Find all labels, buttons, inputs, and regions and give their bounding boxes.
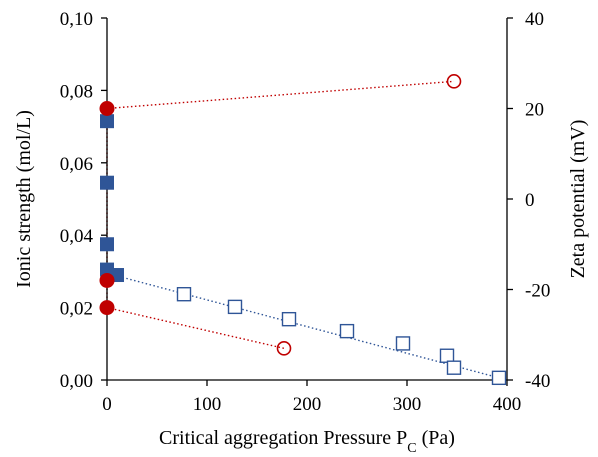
x-axis-title-subscript: C <box>407 441 416 456</box>
zeta-open-point <box>446 74 462 89</box>
y2-tick-label: 20 <box>525 100 544 121</box>
x-tick-label: 100 <box>193 394 222 415</box>
ionic-open-point <box>339 323 355 339</box>
y-axis-title: Ionic strength (mol/L) <box>13 110 35 288</box>
x-axis-title-main: Critical aggregation Pressure P <box>159 427 407 449</box>
ionic-open-point <box>281 311 297 327</box>
ionic-open-point <box>395 336 411 351</box>
ionic-filled-point <box>100 237 114 252</box>
ionic-filled-point <box>100 114 114 129</box>
ionic-open-point <box>491 370 507 386</box>
y-tick-label: 0,04 <box>60 226 94 247</box>
x-axis-title: Critical aggregation Pressure PC (Pa) <box>159 427 455 456</box>
trend-zeta-lower-line <box>106 306 285 350</box>
y-tick-label: 0,06 <box>60 154 93 175</box>
ionic-open-point <box>176 287 192 302</box>
ionic-filled-point <box>100 175 114 190</box>
y-tick-label: 0,02 <box>60 299 93 320</box>
x-tick-label: 0 <box>102 394 112 415</box>
trend-zeta-upper-line <box>106 80 455 110</box>
y2-tick-label: -40 <box>525 371 550 392</box>
tick-layer: 0 100 200 300 4000,000,020,040,060,080,10-40… <box>60 9 551 415</box>
trendline-layer <box>106 80 500 379</box>
ionic-open-point <box>227 299 243 315</box>
x-tick-label: 200 <box>293 394 322 415</box>
y-tick-label: 0,00 <box>60 371 93 392</box>
x-tick-label: 400 <box>493 394 522 415</box>
zeta-open-point <box>276 341 292 356</box>
y-tick-label: 0,08 <box>60 81 93 102</box>
y2-tick-label: 40 <box>525 9 544 30</box>
ionic-open-point <box>439 348 455 363</box>
zeta-filled-point <box>99 101 115 116</box>
zeta-filled-point <box>99 272 115 288</box>
y2-tick-label: 0 <box>525 190 535 211</box>
y2-axis-title: Zeta potential (mV) <box>567 120 589 279</box>
data-points-layer <box>99 74 507 386</box>
y2-tick-label: -20 <box>525 281 550 302</box>
axes-layer <box>106 18 508 381</box>
y-tick-label: 0,10 <box>60 9 93 30</box>
x-tick-label: 300 <box>393 394 422 415</box>
ionic-open-point <box>446 360 462 375</box>
x-axis-title-unit: (Pa) <box>417 427 455 449</box>
zeta-filled-point <box>99 300 115 316</box>
